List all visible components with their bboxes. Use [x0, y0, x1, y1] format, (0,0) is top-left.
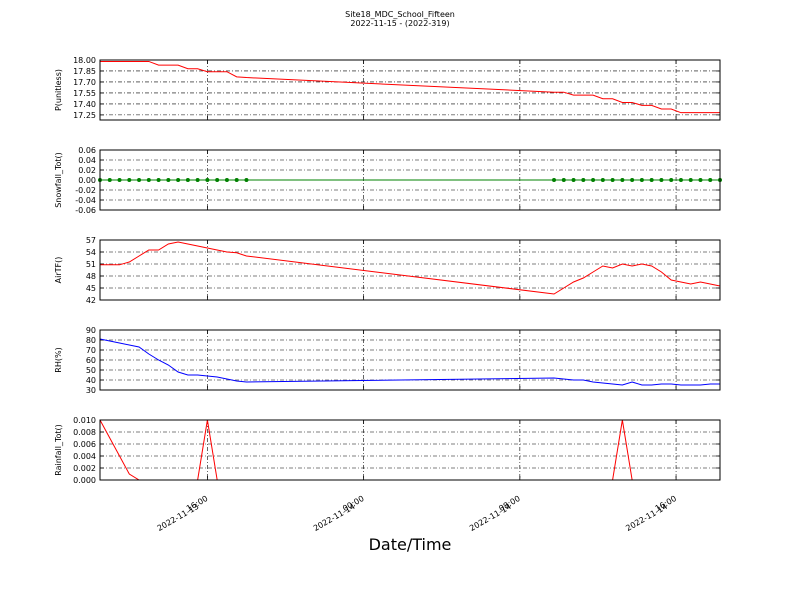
data-point [620, 178, 625, 182]
data-point [639, 178, 644, 182]
y-tick-label: 0.004 [73, 452, 96, 461]
y-tick-label: 30 [86, 386, 96, 395]
data-point [659, 178, 664, 182]
data-point [630, 178, 635, 182]
data-point [107, 178, 112, 182]
y-tick-label: 17.70 [73, 78, 96, 87]
y-tick-label: 18.00 [73, 56, 96, 65]
y-axis-label: Snowfall_Tot() [54, 152, 63, 208]
y-tick-label: 17.40 [73, 100, 96, 109]
y-tick-label: 0.008 [73, 428, 96, 437]
y-tick-label: 90 [86, 326, 96, 335]
data-point [600, 178, 605, 182]
y-tick-label: 17.25 [73, 111, 96, 120]
y-tick-label: 57 [86, 236, 96, 245]
data-point [581, 178, 586, 182]
data-point [137, 178, 142, 182]
y-tick-label: 0.006 [73, 440, 96, 449]
y-axis-label: P(unitless) [54, 69, 63, 111]
chart-title: Site18_MDC_School_Fifteen [345, 10, 455, 19]
data-point [244, 178, 249, 182]
data-point [678, 178, 683, 182]
y-tick-label: 50 [86, 366, 96, 375]
data-point [561, 178, 566, 182]
data-line [99, 338, 720, 386]
data-point [195, 178, 200, 182]
y-tick-label: -0.06 [75, 206, 96, 215]
y-axis-label: RH(%) [54, 347, 63, 372]
y-tick-label: 42 [86, 296, 96, 305]
y-tick-label: 54 [86, 248, 96, 257]
data-point [669, 178, 674, 182]
data-point [205, 178, 210, 182]
data-point [552, 178, 557, 182]
data-point [610, 178, 615, 182]
y-tick-label: 45 [86, 284, 96, 293]
y-tick-label: 0.002 [73, 464, 96, 473]
plot-frame [99, 149, 721, 211]
y-axis-label: Rainfall_Tot() [54, 424, 63, 476]
y-tick-label: 0.04 [78, 156, 96, 165]
y-tick-label: -0.02 [75, 186, 96, 195]
data-line [100, 60, 720, 114]
data-point [688, 178, 693, 182]
y-tick-label: 0.000 [73, 476, 96, 485]
y-tick-label: -0.04 [75, 196, 96, 205]
x-axis-label: Date/Time [369, 535, 452, 554]
data-point [185, 178, 190, 182]
y-tick-label: 70 [86, 346, 96, 355]
y-tick-label: 40 [86, 376, 96, 385]
y-tick-label: 48 [86, 272, 96, 281]
chart-subtitle: 2022-11-15 - (2022-319) [350, 19, 449, 28]
plot-frame [99, 329, 721, 391]
data-point [571, 178, 576, 182]
data-point [649, 178, 654, 182]
y-tick-label: 17.85 [73, 67, 96, 76]
y-tick-label: 0.010 [73, 416, 96, 425]
data-point [234, 178, 239, 182]
y-tick-label: 80 [86, 336, 96, 345]
y-tick-label: 17.55 [73, 89, 96, 98]
data-point [176, 178, 181, 182]
y-tick-label: 0.02 [78, 166, 96, 175]
data-point [166, 178, 171, 182]
y-axis-label: AirTF() [54, 257, 63, 284]
y-tick-label: 51 [86, 260, 96, 269]
y-tick-label: 60 [86, 356, 96, 365]
plot-frame [99, 419, 721, 481]
data-line [100, 241, 721, 295]
plot-frame [99, 59, 721, 121]
plot-frame [99, 239, 721, 301]
data-point [146, 178, 151, 182]
y-tick-label: 0.06 [78, 146, 96, 155]
data-point [591, 178, 596, 182]
data-point [698, 178, 703, 182]
data-point [156, 178, 161, 182]
data-point [127, 178, 132, 182]
y-tick-label: 0.00 [78, 176, 96, 185]
data-point [224, 178, 229, 182]
data-point [117, 178, 122, 182]
data-point [708, 178, 713, 182]
data-point [215, 178, 220, 182]
